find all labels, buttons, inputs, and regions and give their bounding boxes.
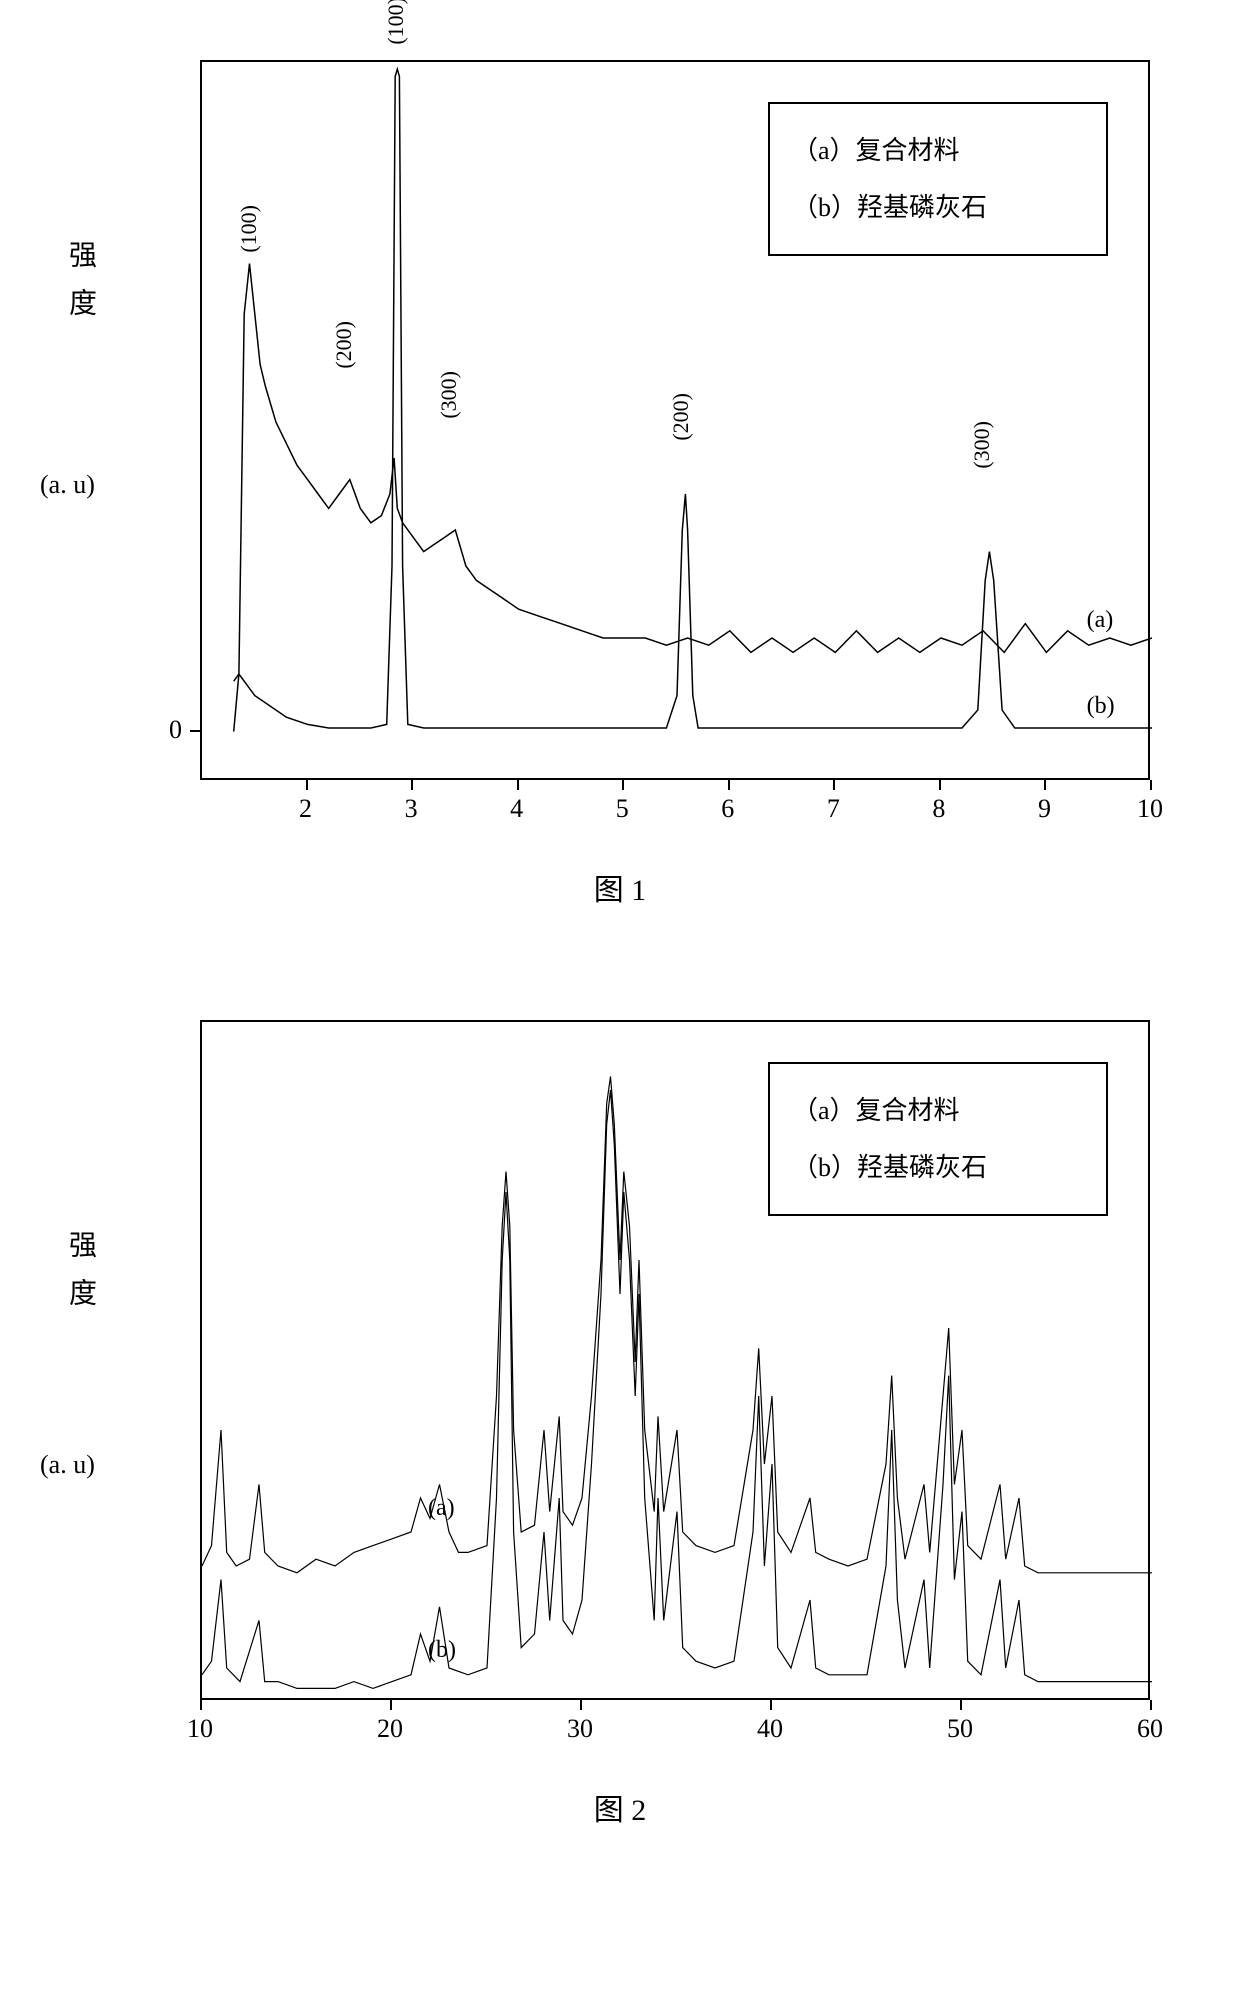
x-tick-label: 30 (567, 1714, 593, 1744)
x-tick (960, 1700, 962, 1710)
x-tick (1150, 780, 1152, 790)
x-tick (833, 780, 835, 790)
fig2-caption: 图 2 (20, 1785, 1220, 1829)
curve-label: (b) (428, 1637, 456, 1664)
x-tick (1044, 780, 1046, 790)
x-tick-label: 50 (947, 1714, 973, 1744)
peak-label: (300) (436, 371, 462, 419)
fig2-legend: （a）复合材料 （b）羟基磷灰石 (768, 1062, 1108, 1216)
fig1-legend: （a）复合材料 （b）羟基磷灰石 (768, 102, 1108, 256)
x-tick (1150, 1700, 1152, 1710)
x-tick (770, 1700, 772, 1710)
x-tick-label: 9 (1038, 794, 1051, 824)
figure-2-container: 强度 (a. u) （a）复合材料 （b）羟基磷灰石 图 2 10 20 30 40 5… (20, 1000, 1220, 1860)
x-tick (580, 1700, 582, 1710)
x-tick-label: 8 (932, 794, 945, 824)
x-tick (200, 1700, 202, 1710)
fig2-legend-entry-b: （b）羟基磷灰石 (792, 1139, 1084, 1196)
x-tick-label: 2 (299, 794, 312, 824)
fig1-caption: 图 1 (20, 865, 1220, 909)
peak-label: (200) (668, 393, 694, 441)
peak-label: (300) (969, 421, 995, 469)
figure-1-container: 强度 (a. u) （a）复合材料 （b）羟基磷灰石 图 1 2 3 4 5 6 7 8 9 1… (20, 40, 1220, 940)
x-tick-label: 3 (405, 794, 418, 824)
x-tick-label: 6 (721, 794, 734, 824)
x-tick (728, 780, 730, 790)
x-tick (390, 1700, 392, 1710)
curve-label: (a) (428, 1495, 455, 1522)
fig2-plot-area: （a）复合材料 （b）羟基磷灰石 (200, 1020, 1150, 1700)
y-tick (190, 730, 200, 732)
x-tick-label: 4 (510, 794, 523, 824)
x-tick-label: 10 (187, 1714, 213, 1744)
fig1-y-label: 强度 (60, 240, 100, 336)
fig2-y-unit: (a. u) (40, 1450, 95, 1480)
curve-label: (a) (1087, 607, 1114, 634)
x-tick (517, 780, 519, 790)
x-tick-label: 5 (616, 794, 629, 824)
x-tick (306, 780, 308, 790)
curve-label: (b) (1087, 693, 1115, 720)
peak-label: (200) (331, 321, 357, 369)
y-tick-label: 0 (169, 715, 182, 745)
x-tick-label: 40 (757, 1714, 783, 1744)
peak-label: (100) (383, 0, 409, 44)
fig1-y-unit: (a. u) (40, 470, 95, 500)
x-tick-label: 20 (377, 1714, 403, 1744)
x-tick (939, 780, 941, 790)
fig2-y-label: 强度 (60, 1230, 100, 1326)
fig2-legend-entry-a: （a）复合材料 (792, 1082, 1084, 1139)
chart-series (234, 264, 1152, 732)
fig1-legend-entry-a: （a）复合材料 (792, 122, 1084, 179)
fig1-legend-entry-b: （b）羟基磷灰石 (792, 179, 1084, 236)
x-tick-label: 60 (1137, 1714, 1163, 1744)
x-tick (622, 780, 624, 790)
x-tick-label: 10 (1137, 794, 1163, 824)
x-tick-label: 7 (827, 794, 840, 824)
x-tick (411, 780, 413, 790)
peak-label: (100) (236, 205, 262, 253)
